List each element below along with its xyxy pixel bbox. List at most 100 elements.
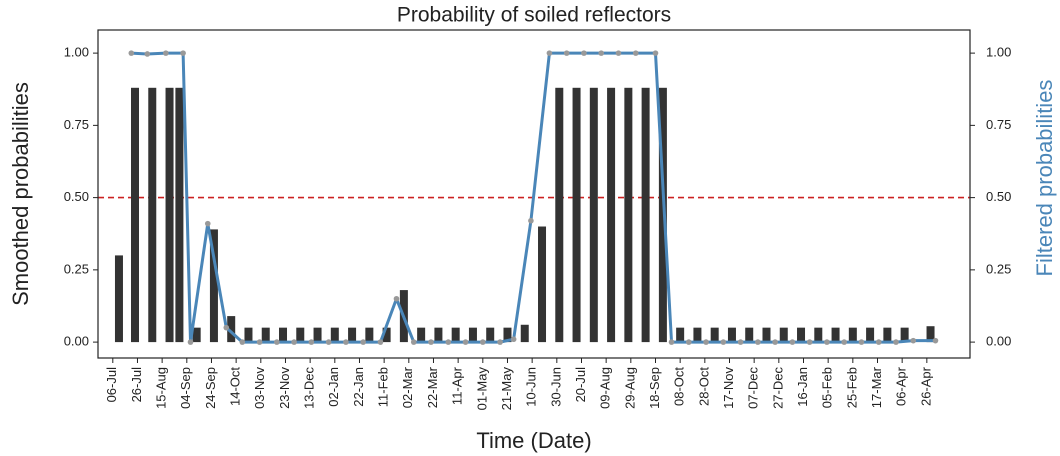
x-tick-label: 24-Sep bbox=[203, 367, 218, 409]
x-tick-label: 22-Mar bbox=[425, 366, 440, 408]
point bbox=[737, 339, 744, 345]
bar bbox=[434, 327, 443, 343]
bar bbox=[131, 87, 140, 343]
point bbox=[755, 339, 761, 345]
bar bbox=[900, 327, 909, 343]
bar bbox=[486, 327, 495, 343]
bar bbox=[165, 87, 174, 343]
bar bbox=[279, 327, 288, 343]
point bbox=[668, 339, 675, 345]
bar bbox=[814, 327, 823, 343]
bar bbox=[209, 229, 218, 343]
x-tick-label: 18-Sep bbox=[647, 367, 662, 409]
point bbox=[204, 220, 211, 227]
bar bbox=[676, 327, 685, 343]
point bbox=[893, 339, 899, 345]
y2-tick-label: 1.00 bbox=[986, 45, 1011, 60]
x-tick-label: 26-Jul bbox=[129, 367, 144, 403]
y-axis-title: Smoothed probabilities bbox=[8, 82, 33, 306]
x-tick-label: 23-Nov bbox=[277, 367, 292, 409]
point bbox=[632, 50, 639, 56]
x-tick-label: 17-Nov bbox=[721, 367, 736, 409]
x-tick-label: 10-Jun bbox=[524, 367, 539, 407]
bar bbox=[797, 327, 806, 343]
point bbox=[806, 339, 813, 345]
x-tick-label: 27-Dec bbox=[770, 367, 785, 409]
x-tick-label: 08-Oct bbox=[672, 367, 687, 406]
point bbox=[128, 50, 135, 56]
x-tick-label: 09-Aug bbox=[598, 367, 613, 409]
point bbox=[325, 339, 332, 345]
x-tick-label: 17-Mar bbox=[869, 366, 884, 408]
point bbox=[223, 324, 230, 331]
point bbox=[685, 339, 692, 345]
bar bbox=[148, 87, 157, 343]
y-tick-label: 1.00 bbox=[64, 45, 89, 60]
bar bbox=[114, 255, 123, 343]
point bbox=[510, 336, 517, 343]
point bbox=[546, 50, 553, 56]
bar bbox=[848, 327, 857, 343]
y-tick-label: 0.75 bbox=[64, 117, 89, 132]
bar bbox=[451, 327, 460, 343]
x-tick-label: 06-Jul bbox=[104, 367, 119, 403]
y-tick-label: 0.25 bbox=[64, 261, 89, 276]
x-tick-label: 26-Apr bbox=[918, 366, 933, 406]
point bbox=[180, 50, 186, 56]
point bbox=[652, 50, 659, 56]
x-tick-label: 14-Oct bbox=[228, 367, 243, 406]
x-tick-label: 28-Oct bbox=[696, 367, 711, 406]
line bbox=[131, 51, 936, 344]
bar bbox=[555, 87, 564, 343]
x-tick-label: 21-May bbox=[499, 367, 514, 411]
bar bbox=[503, 327, 512, 343]
bar bbox=[693, 327, 702, 343]
point bbox=[841, 339, 847, 345]
point bbox=[187, 339, 194, 345]
point bbox=[144, 51, 151, 57]
plot-frame bbox=[97, 29, 971, 359]
x-tick-label: 02-Jan bbox=[326, 367, 341, 407]
bar bbox=[624, 87, 633, 343]
x-tick-label: 01-May bbox=[474, 367, 489, 411]
y2-tick-label: 0.50 bbox=[986, 189, 1011, 204]
point bbox=[480, 339, 486, 345]
point bbox=[256, 339, 263, 345]
bar bbox=[572, 87, 581, 343]
x-tick-label: 25-Feb bbox=[844, 367, 859, 408]
bar bbox=[745, 327, 754, 343]
point bbox=[445, 339, 452, 345]
point bbox=[410, 339, 417, 345]
point bbox=[824, 339, 830, 345]
point bbox=[615, 50, 622, 56]
x-tick-label: 13-Dec bbox=[302, 367, 317, 409]
point bbox=[563, 50, 570, 56]
y2-tick-label: 0.75 bbox=[986, 117, 1011, 132]
point bbox=[858, 339, 865, 345]
bar bbox=[883, 327, 892, 343]
point bbox=[393, 295, 400, 302]
bar bbox=[779, 327, 788, 343]
point bbox=[343, 339, 349, 345]
point bbox=[428, 339, 434, 345]
bar bbox=[468, 327, 477, 343]
y2-tick-label: 0.25 bbox=[986, 261, 1011, 276]
point bbox=[910, 337, 917, 344]
point bbox=[875, 339, 882, 345]
bar bbox=[330, 327, 339, 343]
bar bbox=[365, 327, 374, 343]
bar bbox=[710, 327, 719, 343]
y-tick-label: 0.00 bbox=[64, 334, 89, 349]
x-tick-label: 29-Aug bbox=[622, 367, 637, 409]
bar bbox=[926, 326, 935, 343]
x-axis-title: Time (Date) bbox=[476, 428, 591, 453]
bar bbox=[175, 87, 184, 343]
x-tick-label: 04-Sep bbox=[178, 367, 193, 409]
bar bbox=[348, 327, 357, 343]
bar bbox=[641, 87, 650, 343]
y-tick-label: 0.50 bbox=[64, 189, 89, 204]
bar bbox=[417, 327, 426, 343]
point bbox=[581, 50, 587, 56]
bar bbox=[382, 327, 391, 343]
